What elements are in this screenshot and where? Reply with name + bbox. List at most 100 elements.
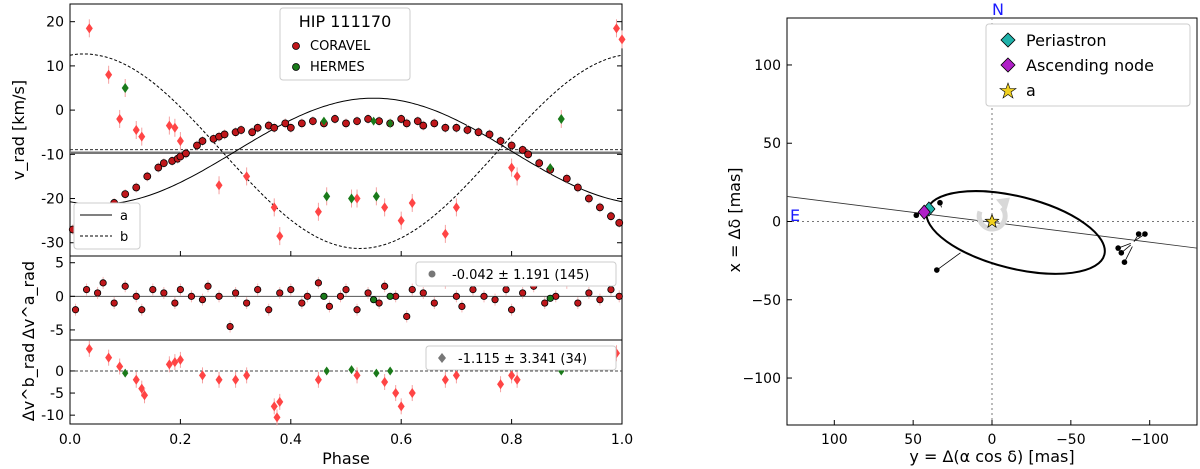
residuals-a-coravel-point xyxy=(215,292,223,300)
residuals-b-coravel-point xyxy=(198,370,206,381)
rv-coravel-a-point xyxy=(419,121,428,130)
residuals-b-coravel-point xyxy=(273,412,281,423)
residuals-a-coravel-point xyxy=(615,292,623,300)
star-a-marker xyxy=(984,213,1000,228)
rv-coravel-a-point xyxy=(607,212,615,221)
rv-coravel-a-point xyxy=(615,218,624,227)
residuals-b-coravel-point xyxy=(165,359,173,370)
orbit-ellipse xyxy=(925,190,1106,275)
rv-coravel-b-point xyxy=(132,125,140,135)
ascending-node-marker xyxy=(917,204,931,220)
observation-point xyxy=(1142,231,1148,237)
rv-coravel-a-point xyxy=(281,119,290,128)
residuals-a-coravel-point xyxy=(336,292,345,300)
residuals-b-coravel-point xyxy=(408,388,416,399)
residuals-a-coravel-point xyxy=(254,285,262,294)
rv-coravel-a-point xyxy=(353,117,361,126)
residuals-a-ylabel: Δv^a_rad xyxy=(19,261,39,339)
rv-coravel-a-point xyxy=(573,183,582,192)
legend-ascending-node-label: Ascending node xyxy=(1026,56,1154,75)
residuals-b-ytick-label: -10 xyxy=(41,408,64,424)
rv-coravel-b-point xyxy=(381,202,389,213)
residuals-a-coravel-point xyxy=(198,296,207,304)
orbit-legend-box xyxy=(985,23,1191,107)
rv-hermes-a-point xyxy=(320,116,328,126)
residuals-a-coravel-point xyxy=(110,299,118,307)
residuals-b-coravel-point xyxy=(314,374,322,385)
residuals-a-legend-marker xyxy=(428,270,436,278)
residuals-a-coravel-point xyxy=(353,306,361,314)
residuals-a-coravel-point xyxy=(342,285,350,294)
residuals-b-ylabel: Δv^b_rad xyxy=(19,343,39,422)
rv-coravel-a-point xyxy=(237,126,246,134)
orbit-legend: Periastron Ascending node a xyxy=(985,23,1191,107)
residuals-b-ytick-label: 0 xyxy=(55,364,64,380)
rv-coravel-a-point xyxy=(535,159,544,168)
observation-point xyxy=(937,199,943,206)
rv-coravel-b-point xyxy=(85,23,93,34)
rv-coravel-a-point xyxy=(397,115,406,123)
residuals-b-coravel-point xyxy=(232,374,240,385)
orbit-xtick-label: −50 xyxy=(1056,432,1086,448)
rv-coravel-a-point xyxy=(496,137,505,145)
orbit-ytick-label: 50 xyxy=(763,136,781,152)
residuals-a-ytick-label: -5 xyxy=(50,323,64,339)
rv-coravel-a-point xyxy=(518,145,527,154)
residuals-a-coravel-point xyxy=(138,306,146,314)
residuals-b-coravel-point xyxy=(508,370,516,381)
observation-point xyxy=(934,267,940,273)
legend-hermes-label: HERMES xyxy=(310,60,365,75)
residuals-a-coravel-point xyxy=(226,322,234,331)
orbit-ytick-label: 100 xyxy=(754,58,781,74)
residuals-b-coravel-point xyxy=(116,361,124,372)
rv-coravel-a-point xyxy=(430,119,439,128)
rv-coravel-a-point xyxy=(474,128,483,137)
rv-coravel-b-point xyxy=(215,180,223,191)
rv-ytick-label: -30 xyxy=(41,236,64,252)
residuals-a-coravel-point xyxy=(99,279,107,287)
orbit-xlabel: y = Δ(α cos δ) [mas] xyxy=(909,447,1074,466)
residuals-b-coravel-point xyxy=(276,396,284,407)
rv-hermes-b-point xyxy=(121,83,129,93)
residuals-a-coravel-point xyxy=(541,299,549,307)
residuals-a-coravel-point xyxy=(452,292,460,300)
residuals-a-coravel-point xyxy=(325,302,334,310)
rv-coravel-b-point xyxy=(618,34,626,45)
rv-coravel-b-point xyxy=(138,131,146,142)
rv-line-legend: a b xyxy=(73,202,141,250)
rv-coravel-b-point xyxy=(508,162,516,173)
rv-coravel-a-point xyxy=(524,150,533,159)
phase-xtick-label: 0.2 xyxy=(169,432,191,448)
rv-main-panel: -30 -20 -10 0 10 20 v_rad [km/s] HIP 111170 C… xyxy=(9,3,626,257)
rv-coravel-a-point xyxy=(507,141,516,150)
rv-ylabel: v_rad [km/s] xyxy=(9,80,29,180)
residuals-a-panel: -5 0 5 Δv^a_rad -0.042 ± 1.191 (145) xyxy=(19,255,623,341)
rv-coravel-a-point xyxy=(154,163,163,172)
residuals-b-coravel-point xyxy=(105,352,113,363)
rv-coravel-b-point xyxy=(397,215,405,226)
rv-hermes-b-point xyxy=(557,113,565,124)
residuals-a-coravel-point xyxy=(458,302,466,310)
rv-hermes-b-point xyxy=(372,191,380,202)
residuals-b-coravel-point xyxy=(141,390,149,401)
residuals-a-coravel-point xyxy=(480,292,488,300)
orbit-ytick-label: 0 xyxy=(772,215,781,231)
observation-point xyxy=(1135,231,1142,237)
rv-coravel-a-point xyxy=(342,119,350,128)
rv-legend-title: HIP 111170 xyxy=(299,12,392,31)
rv-coravel-b-point xyxy=(116,113,124,124)
rv-ytick-label: -20 xyxy=(41,192,64,208)
rv-coravel-b-point xyxy=(171,122,179,133)
residuals-a-coravel-point xyxy=(94,289,102,297)
residuals-a-coravel-point xyxy=(132,292,140,300)
rv-coravel-a-point xyxy=(441,123,450,132)
residuals-b-hermes-point xyxy=(373,368,380,378)
rv-hermes-b-point xyxy=(323,191,331,202)
residuals-a-coravel-point xyxy=(232,289,240,297)
observation-point xyxy=(1118,250,1125,256)
residuals-b-hermes-point xyxy=(122,368,129,378)
legend-a-label: a xyxy=(1026,81,1036,100)
residuals-a-legend-box xyxy=(415,261,617,287)
rv-coravel-a-point xyxy=(485,130,494,139)
rv-coravel-b-point xyxy=(276,231,284,242)
